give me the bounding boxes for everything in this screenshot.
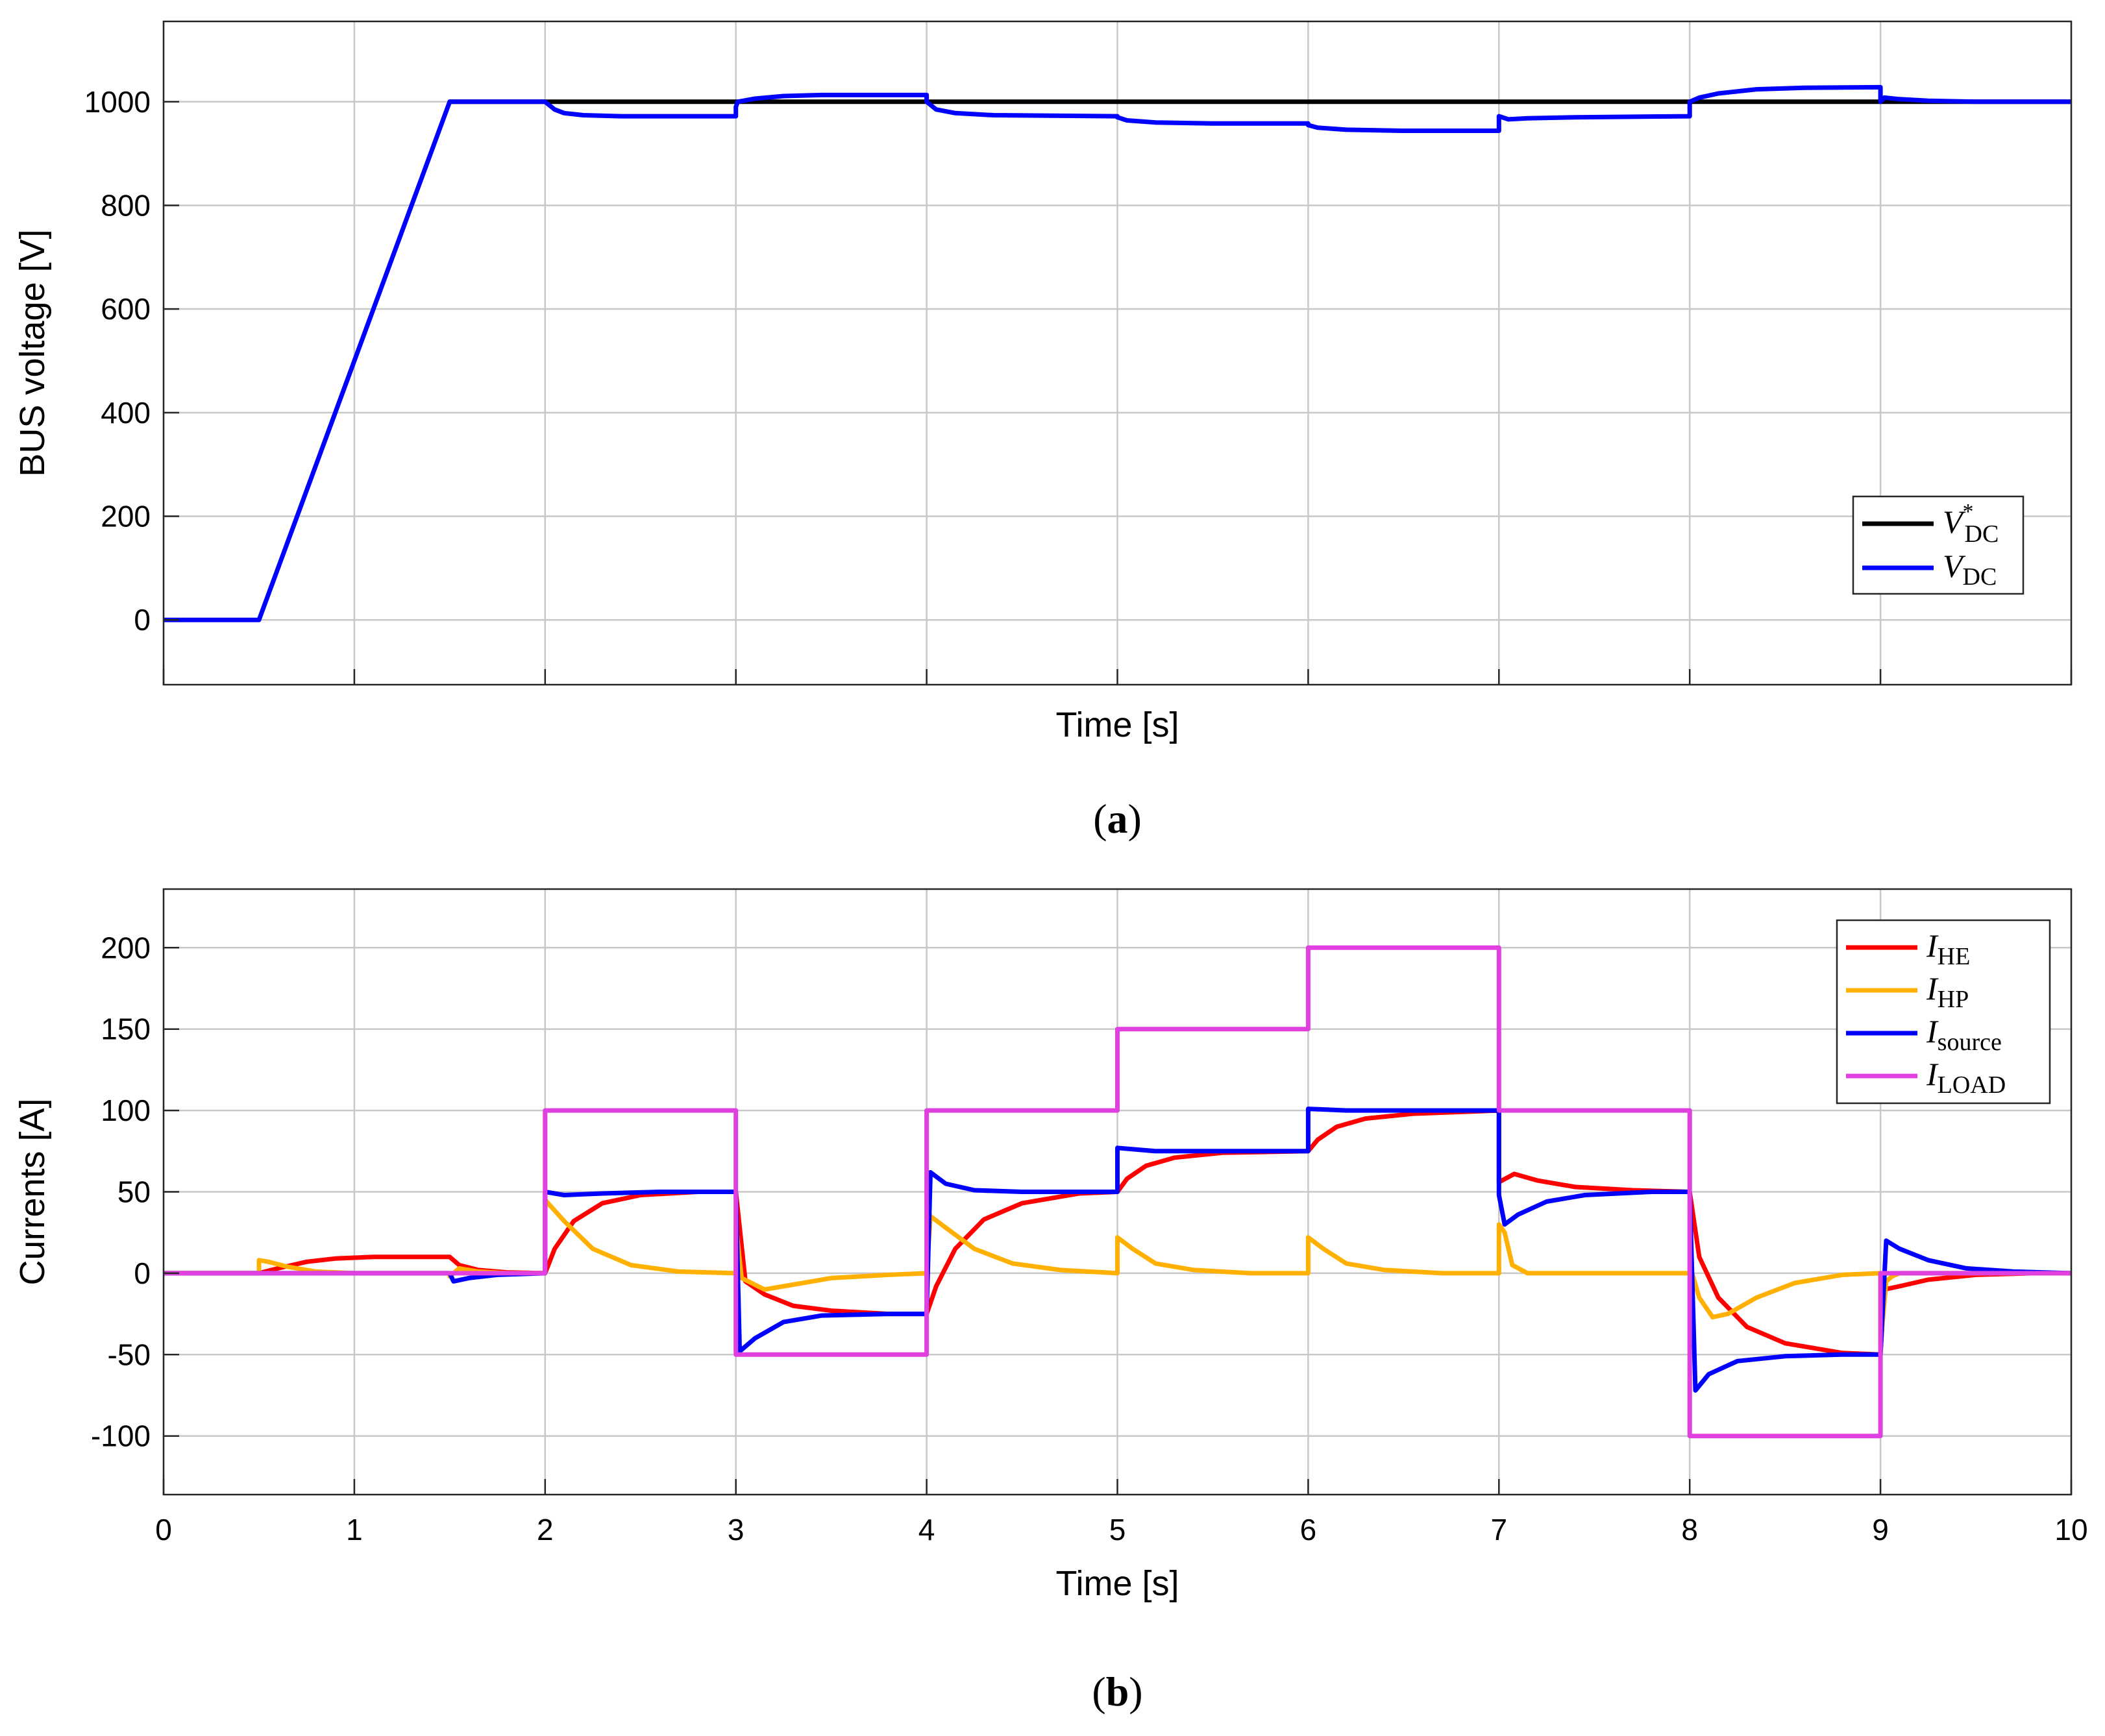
y-tick-label: 150 xyxy=(101,1012,151,1046)
y-axis-label: Currents [A] xyxy=(13,1098,52,1285)
panel-label: (a) xyxy=(1093,796,1142,842)
x-axis-label: Time [s] xyxy=(1055,1564,1179,1603)
y-tick-label: -50 xyxy=(108,1338,151,1371)
x-tick-label: 6 xyxy=(1300,1513,1317,1547)
series-group xyxy=(164,84,2071,622)
x-tick-label: 5 xyxy=(1109,1513,1126,1547)
x-axis-label: Time [s] xyxy=(1055,705,1179,744)
x-tick-label: 8 xyxy=(1681,1513,1698,1547)
legend-entry: IHP xyxy=(1926,970,1969,1013)
panel-label: (b) xyxy=(1092,1669,1142,1715)
x-tick-label: 7 xyxy=(1491,1513,1508,1547)
panel-b: 0 1 2 3 4 5 6 7 8 9 10 -100 -50 0 50 100 150 200 Time [s] C… xyxy=(13,888,2088,1715)
series-line-isource xyxy=(164,1106,2071,1393)
x-tick-label: 2 xyxy=(537,1513,554,1547)
x-tick-label: 1 xyxy=(346,1513,363,1547)
x-tick-label: 3 xyxy=(728,1513,745,1547)
legend-entry: Isource xyxy=(1926,1013,2002,1056)
y-tick-label: 200 xyxy=(101,500,151,533)
x-tick-label: 9 xyxy=(1872,1513,1889,1547)
y-tick-label: 0 xyxy=(134,1256,151,1290)
legend-box xyxy=(1836,919,2051,1105)
x-tick-label: 4 xyxy=(918,1513,935,1547)
y-tick-label: 800 xyxy=(101,188,151,222)
series-group xyxy=(164,945,2071,1439)
legend-entry: IHE xyxy=(1926,927,1970,970)
legend-entry: ILOAD xyxy=(1926,1056,2006,1099)
legend-entry: VDC xyxy=(1943,548,1997,591)
y-tick-label: 0 xyxy=(134,603,151,637)
y-tick-label: 400 xyxy=(101,396,151,430)
series-line-iload xyxy=(164,945,2071,1439)
y-axis-label: BUS voltage [V] xyxy=(13,229,52,476)
legend-box xyxy=(1852,495,2025,595)
y-tick-label: 100 xyxy=(101,1094,151,1127)
y-tick-label: 200 xyxy=(101,931,151,964)
y-tick-label: 50 xyxy=(117,1175,151,1209)
y-tick-label: 600 xyxy=(101,292,151,326)
x-tick-label: 0 xyxy=(155,1513,172,1547)
y-tick-label: 1000 xyxy=(84,85,151,119)
panel-a: 0 200 400 600 800 1000 Time [s] BUS voltage [V]… xyxy=(13,20,2073,842)
x-tick-label: 10 xyxy=(2054,1513,2087,1547)
legend-entry: V* DC xyxy=(1943,500,1999,548)
series-line-vdc xyxy=(164,84,2071,622)
y-tick-label: -100 xyxy=(91,1419,151,1453)
